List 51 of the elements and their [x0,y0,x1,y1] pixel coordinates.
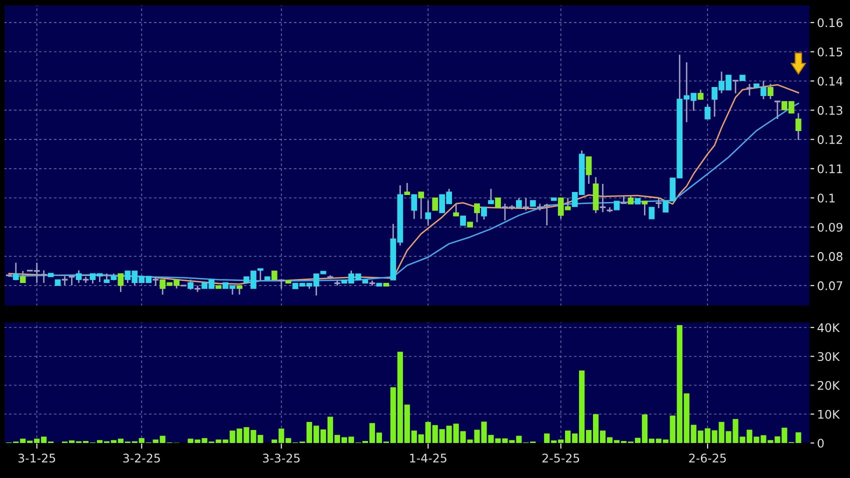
candlestick [698,89,704,100]
candlestick [543,203,551,226]
x-tick-label: 2-5-25 [542,454,580,463]
candlestick [453,203,459,217]
y-tick-label: 0.14 [818,76,843,86]
y-tick-label: 20K [818,380,840,390]
candlestick [411,194,418,220]
candlestick [236,284,242,296]
candlestick [425,200,432,226]
y-tick-label: 10K [818,410,840,419]
y-tick-label: 0.07 [818,281,842,290]
candlestick [418,191,424,220]
candlestick [488,188,494,204]
x-tick-label: 1-4-25 [410,454,446,463]
candlestick [257,268,264,281]
candlestick [586,156,592,185]
y-tick-label: 40K [818,323,840,332]
candlestick [40,270,48,284]
candlestick [474,203,480,223]
x-tick-label: 2-6-25 [689,454,726,463]
y-tick-label: 0.15 [818,47,842,56]
y-tick-label: 0.13 [818,106,842,115]
x-tick-label: 3-3-25 [262,454,300,463]
y-tick-label: 0.12 [818,135,842,144]
candlestick [795,112,802,141]
y-tick-label: 0.09 [818,222,842,232]
candlestick [732,80,740,94]
y-tick-label: 30K [818,352,840,362]
candlestick [118,272,124,293]
candlestick [278,279,286,290]
y-tick-label: 0.11 [818,164,842,174]
candlestick [404,182,410,196]
y-tick-label: 0 [818,438,824,448]
candlestick [495,198,501,208]
x-tick-label: 3-2-25 [123,454,160,463]
candlestick [768,83,774,100]
candlestick [704,104,711,120]
y-tick-label: 0.16 [818,18,842,28]
candlestick [654,197,662,209]
candlestick [746,83,754,96]
y-tick-label: 0.08 [818,252,842,261]
candlestick [432,198,438,211]
candlestick [20,270,26,284]
y-tick-label: 0.1 [818,194,835,203]
candlestick [774,100,782,120]
candlestick [648,206,655,220]
candlestick [481,206,487,220]
candlestick [642,200,648,216]
candlestick [460,216,466,226]
x-tick-label: 3-1-25 [18,454,56,463]
candlestick [522,197,530,212]
